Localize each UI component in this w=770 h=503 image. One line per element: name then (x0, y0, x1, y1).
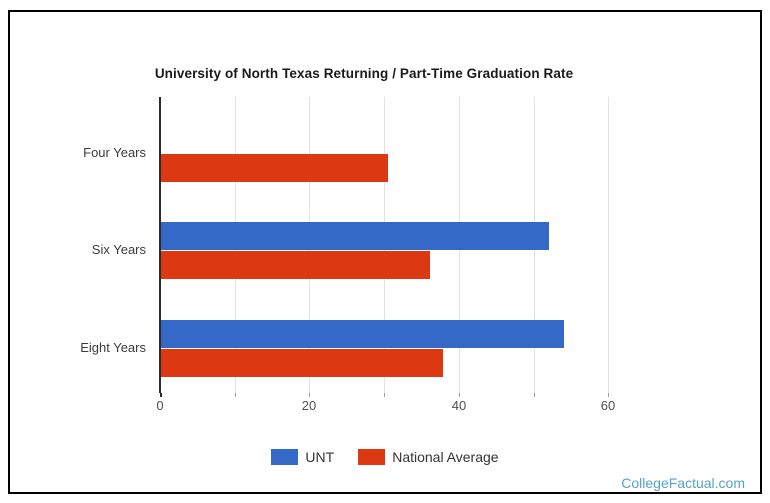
legend-label: National Average (392, 449, 499, 465)
category-label-eight-years: Eight Years (80, 340, 146, 355)
x-axis-tick (534, 393, 535, 397)
x-axis-tick (608, 393, 609, 397)
gridline (608, 97, 609, 393)
x-tick-label-20: 20 (301, 398, 317, 413)
x-axis-tick (235, 393, 236, 397)
x-tick-label-0: 0 (156, 398, 164, 413)
x-axis-tick (309, 393, 310, 397)
bar-unt-six-years (161, 222, 549, 250)
x-axis-tick (384, 393, 385, 397)
bar-national-average-eight-years (161, 349, 443, 377)
bar-unt-eight-years (161, 320, 564, 348)
watermark-link[interactable]: CollegeFactual.com (621, 475, 745, 491)
legend-swatch-icon (271, 449, 299, 465)
legend-item-unt: UNT (271, 449, 334, 465)
legend-swatch-icon (358, 449, 386, 465)
legend: UNT National Average (0, 449, 770, 465)
category-label-four-years: Four Years (83, 145, 146, 160)
x-axis-tick (160, 393, 162, 397)
bar-national-average-six-years (161, 251, 430, 279)
legend-item-national-average: National Average (358, 449, 499, 465)
x-tick-label-40: 40 (451, 398, 467, 413)
legend-label: UNT (305, 449, 335, 465)
chart-title: University of North Texas Returning / Pa… (154, 66, 574, 81)
plot-area (159, 97, 683, 397)
y-axis-line (159, 97, 161, 393)
category-label-six-years: Six Years (91, 242, 146, 257)
x-tick-label-60: 60 (600, 398, 616, 413)
bar-national-average-four-years (161, 154, 388, 182)
x-axis-tick (459, 393, 460, 397)
